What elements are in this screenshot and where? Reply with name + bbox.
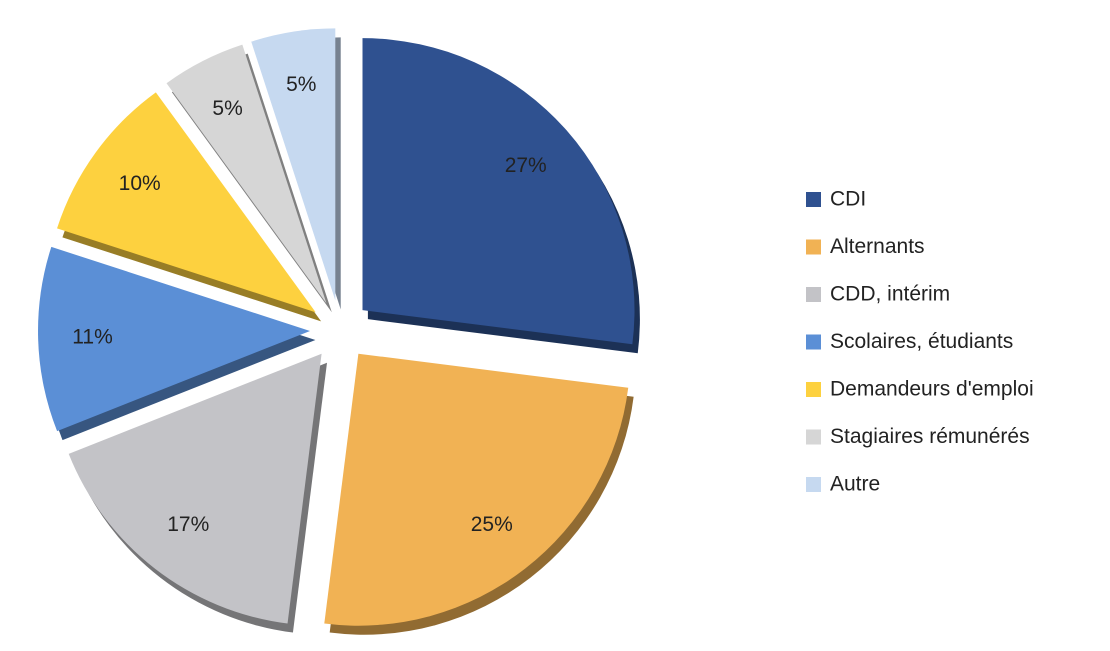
- slice: [251, 28, 336, 301]
- legend-label: Stagiaires rémunérés: [830, 425, 1030, 448]
- legend-label: CDI: [830, 188, 866, 211]
- data-label: 5%: [286, 73, 316, 96]
- legend-swatch: [806, 382, 821, 397]
- slice: [166, 44, 327, 304]
- legend-swatch: [806, 287, 821, 302]
- slice: [57, 92, 316, 313]
- slice: [324, 353, 629, 626]
- legend-swatch: [806, 429, 821, 445]
- data-label: 27%: [505, 154, 547, 177]
- data-label: 11%: [72, 325, 112, 348]
- legend-label: CDD, intérim: [830, 283, 950, 306]
- slice: [362, 38, 635, 345]
- data-label: 25%: [471, 513, 513, 536]
- legend-swatch: [806, 334, 821, 350]
- slice: [68, 353, 322, 624]
- legend-label: Demandeurs d'emploi: [830, 378, 1034, 401]
- legend-swatch: [806, 477, 821, 492]
- slice: [38, 246, 311, 432]
- legend-label: Scolaires, étudiants: [830, 330, 1013, 353]
- data-label: 5%: [212, 97, 242, 120]
- legend-swatch: [806, 192, 821, 207]
- legend-label: Alternants: [830, 235, 925, 258]
- legend-swatch: [806, 239, 821, 255]
- legend-label: Autre: [830, 473, 880, 496]
- data-label: 10%: [119, 172, 161, 195]
- data-label: 17%: [167, 513, 209, 536]
